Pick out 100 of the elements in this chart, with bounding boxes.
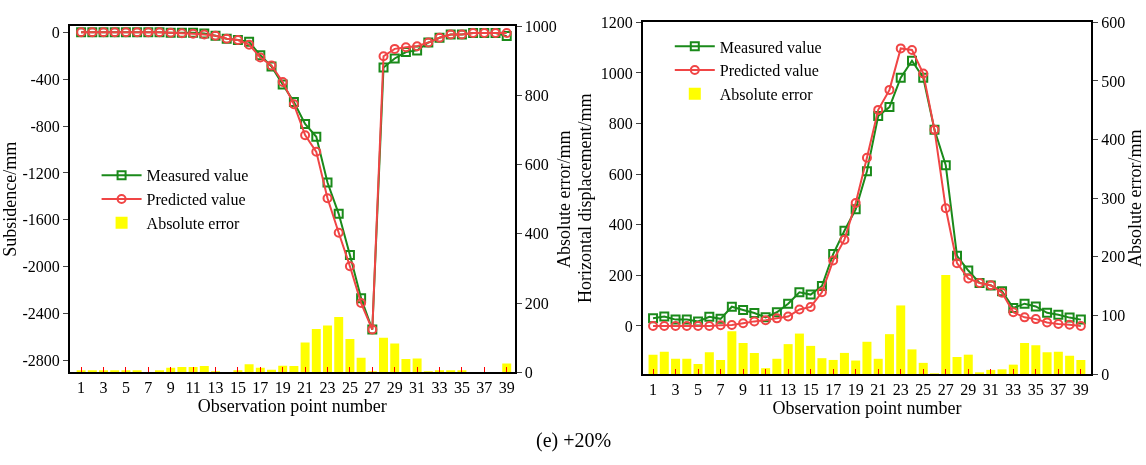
y2-axis-title: Absolute error/mm bbox=[1125, 129, 1146, 267]
x-tick-label: 17 bbox=[252, 379, 269, 397]
y-axis-title: Subsidence/mm bbox=[0, 141, 20, 257]
y-tick-label: 1000 bbox=[600, 64, 633, 82]
point bbox=[378, 51, 389, 62]
x-tick-label: 23 bbox=[319, 379, 336, 397]
point bbox=[850, 204, 861, 215]
point bbox=[726, 301, 737, 312]
bar bbox=[862, 341, 872, 375]
y2-tick-label: 500 bbox=[1101, 72, 1126, 90]
point bbox=[1030, 314, 1041, 325]
point bbox=[771, 307, 782, 318]
bar bbox=[749, 352, 759, 375]
point bbox=[356, 293, 367, 304]
x-tick-label: 5 bbox=[694, 381, 703, 399]
point bbox=[1030, 301, 1041, 312]
point bbox=[861, 152, 872, 163]
point bbox=[378, 62, 389, 73]
x-tick-label: 37 bbox=[476, 379, 493, 397]
point bbox=[906, 55, 917, 66]
bar bbox=[761, 368, 771, 375]
bar bbox=[918, 362, 928, 375]
point bbox=[659, 311, 670, 322]
point bbox=[828, 249, 839, 260]
point bbox=[311, 131, 322, 142]
x-tick-label: 7 bbox=[716, 381, 725, 399]
point bbox=[412, 41, 423, 52]
bar bbox=[817, 358, 827, 375]
bar bbox=[345, 339, 355, 373]
bar bbox=[132, 370, 142, 373]
bar bbox=[1053, 351, 1063, 375]
x-tick-label: 21 bbox=[297, 379, 314, 397]
point bbox=[873, 104, 884, 115]
bar bbox=[155, 370, 164, 373]
point bbox=[1008, 302, 1019, 313]
point bbox=[333, 208, 344, 219]
y-tick-label: -400 bbox=[30, 70, 60, 88]
x-tick-label: 5 bbox=[121, 379, 130, 397]
point bbox=[344, 261, 355, 272]
point bbox=[828, 255, 839, 266]
bar bbox=[1065, 355, 1075, 375]
y-tick-label: 200 bbox=[608, 266, 633, 284]
point bbox=[738, 305, 749, 316]
point bbox=[715, 320, 726, 331]
x-tick-label: 39 bbox=[498, 379, 515, 397]
point bbox=[794, 287, 805, 298]
point bbox=[895, 43, 906, 54]
point bbox=[952, 258, 963, 269]
bar bbox=[323, 325, 332, 373]
bar bbox=[379, 337, 388, 373]
bar bbox=[738, 342, 748, 375]
x-tick-label: 25 bbox=[915, 381, 932, 399]
x-axis-title: Observation point number bbox=[772, 398, 962, 419]
point bbox=[861, 166, 872, 177]
x-tick-label: 3 bbox=[671, 381, 680, 399]
point bbox=[940, 203, 951, 214]
y-tick-label: 600 bbox=[608, 165, 633, 183]
bar bbox=[896, 305, 906, 375]
point bbox=[783, 311, 794, 322]
y2-tick-label: 600 bbox=[1101, 13, 1126, 31]
bar bbox=[671, 358, 681, 375]
point bbox=[1019, 312, 1030, 323]
bar bbox=[648, 354, 658, 375]
bar bbox=[682, 358, 692, 375]
legend-label: Measured value bbox=[719, 38, 822, 56]
x-tick-label: 11 bbox=[757, 381, 774, 399]
y-tick-label: 1200 bbox=[600, 13, 633, 31]
y-tick-label: -2800 bbox=[22, 352, 60, 370]
point bbox=[693, 320, 704, 331]
point bbox=[400, 42, 411, 53]
x-tick-label: 31 bbox=[409, 379, 426, 397]
bar bbox=[300, 342, 310, 373]
text: (e) +20% bbox=[536, 429, 612, 452]
point bbox=[850, 197, 861, 208]
x-tick-label: 35 bbox=[1027, 381, 1044, 399]
point bbox=[1064, 319, 1075, 330]
bar bbox=[716, 359, 726, 375]
x-tick-label: 39 bbox=[1072, 381, 1089, 399]
point bbox=[884, 102, 895, 113]
x-tick-label: 25 bbox=[341, 379, 358, 397]
point bbox=[501, 27, 512, 38]
point bbox=[1075, 314, 1086, 325]
bar bbox=[199, 366, 209, 373]
x-tick-label: 9 bbox=[166, 379, 175, 397]
point bbox=[311, 146, 322, 157]
point bbox=[389, 43, 400, 54]
y-axis-title: Horizontal displacement/mm bbox=[575, 93, 596, 303]
bar bbox=[502, 363, 512, 373]
bar bbox=[907, 349, 917, 375]
bar bbox=[975, 372, 985, 375]
x-tick-label: 1 bbox=[77, 379, 86, 397]
bar bbox=[110, 370, 120, 373]
bar bbox=[772, 358, 782, 375]
bar bbox=[244, 364, 254, 373]
point bbox=[1019, 298, 1030, 309]
y2-tick-label: 1000 bbox=[524, 17, 557, 35]
point bbox=[400, 47, 411, 58]
x-tick-label: 29 bbox=[386, 379, 403, 397]
x-tick-label: 15 bbox=[229, 379, 246, 397]
bar bbox=[783, 344, 793, 375]
